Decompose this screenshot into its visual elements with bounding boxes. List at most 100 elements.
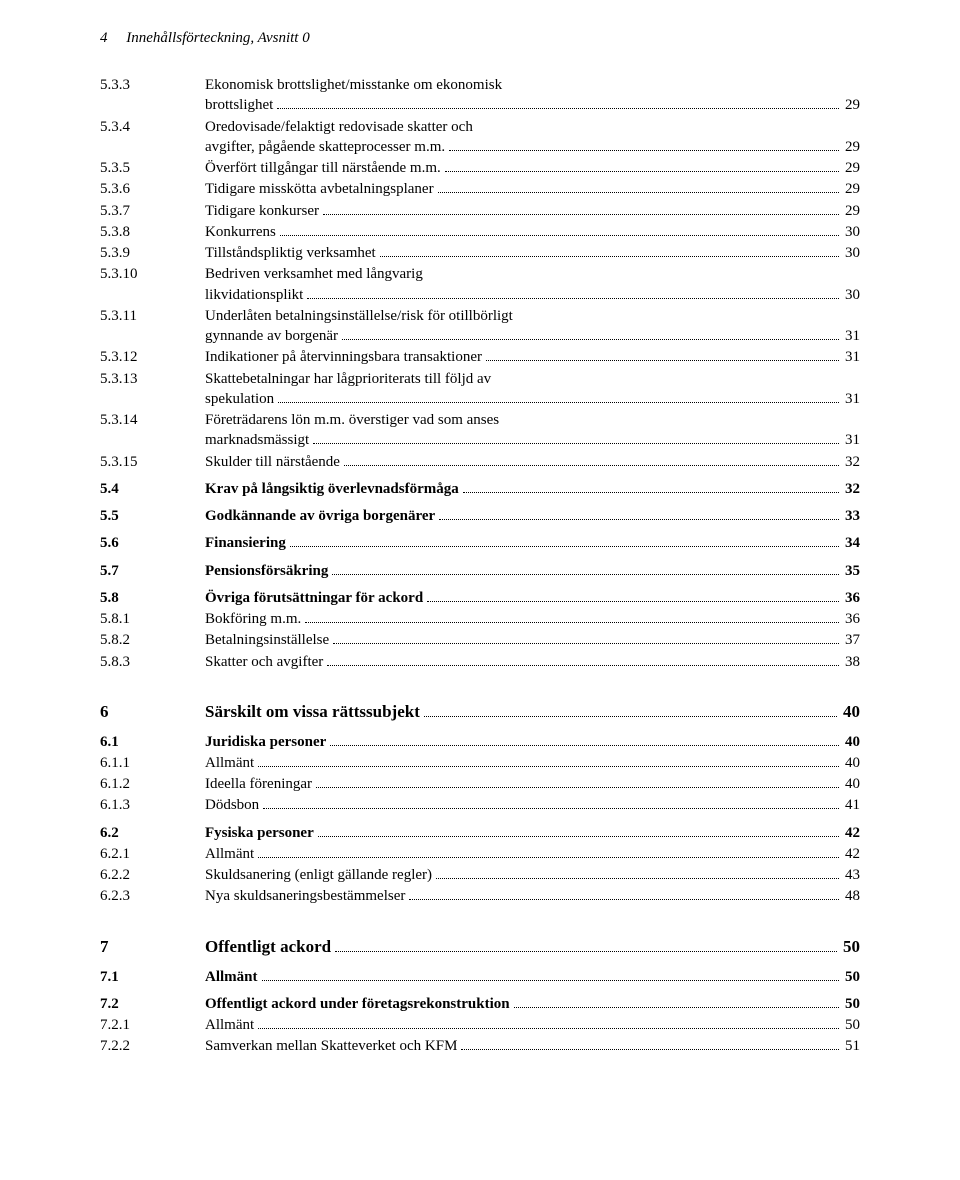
- toc-entry-number: 7.2: [100, 994, 205, 1014]
- toc-entry-page: 32: [843, 479, 860, 499]
- toc-leader-dots: [449, 140, 839, 151]
- toc-entry-page: 29: [843, 179, 860, 199]
- toc-gap: [100, 673, 860, 701]
- toc-entry-label: Indikationer på återvinningsbara transak…: [205, 347, 482, 367]
- toc-entry-label-line: Ekonomisk brottslighet/misstanke om ekon…: [205, 75, 860, 95]
- toc-entry-number: 5.3.10: [100, 264, 205, 284]
- toc-entry-label-wrap: Företrädarens lön m.m. överstiger vad so…: [205, 410, 860, 451]
- toc-entry: 7.2.1Allmänt50: [100, 1015, 860, 1035]
- toc-leader-dots: [263, 799, 839, 810]
- toc-entry-label-wrap: Nya skuldsaneringsbestämmelser48: [205, 886, 860, 906]
- toc-entry: 5.3.14Företrädarens lön m.m. överstiger …: [100, 410, 860, 451]
- toc-leader-dots: [514, 997, 839, 1008]
- toc-entry-page: 32: [843, 452, 860, 472]
- toc-entry-number: 5.3.6: [100, 179, 205, 199]
- toc-leader-dots: [463, 482, 839, 493]
- toc-entry: 5.3.15Skulder till närstående32: [100, 452, 860, 472]
- toc-entry-page: 40: [843, 774, 860, 794]
- toc-entry-page: 29: [843, 201, 860, 221]
- toc-entry: 5.3.3Ekonomisk brottslighet/misstanke om…: [100, 75, 860, 116]
- toc-entry-page: 30: [843, 222, 860, 242]
- toc-entry-label: Bokföring m.m.: [205, 609, 301, 629]
- toc-entry-number: 5.8: [100, 588, 205, 608]
- toc-entry-page: 29: [843, 95, 860, 115]
- toc-entry-number: 5.3.4: [100, 117, 205, 137]
- toc-entry-page: 38: [843, 652, 860, 672]
- toc-entry-label: Dödsbon: [205, 795, 259, 815]
- toc-entry-label-line: Underlåten betalningsinställelse/risk fö…: [205, 306, 860, 326]
- toc-entry-page: 40: [843, 753, 860, 773]
- toc-leader-dots: [344, 455, 839, 466]
- toc-entry-number: 6.1.3: [100, 795, 205, 815]
- toc-entry-label: Samverkan mellan Skatteverket och KFM: [205, 1036, 457, 1056]
- toc-entry: 6.1.1Allmänt40: [100, 753, 860, 773]
- toc-leader-dots: [332, 564, 839, 575]
- toc-entry-label: Finansiering: [205, 533, 286, 553]
- toc-entry-page: 31: [843, 347, 860, 367]
- toc-entry: 5.3.7Tidigare konkurser29: [100, 201, 860, 221]
- toc-entry-number: 5.3.13: [100, 369, 205, 389]
- toc-entry-label: likvidationsplikt: [205, 285, 303, 305]
- toc-entry-label-line: Skattebetalningar har lågprioriterats ti…: [205, 369, 860, 389]
- toc-leader-dots: [290, 537, 839, 548]
- toc-leader-dots: [439, 510, 839, 521]
- toc-entry: 7.2.2Samverkan mellan Skatteverket och K…: [100, 1036, 860, 1056]
- toc-entry-label-wrap: Skattebetalningar har lågprioriterats ti…: [205, 369, 860, 410]
- toc-leader-dots: [305, 613, 839, 624]
- toc-entry-number: 5.4: [100, 479, 205, 499]
- toc-entry-label-wrap: Övriga förutsättningar för ackord36: [205, 588, 860, 608]
- toc-leader-dots: [486, 351, 839, 362]
- toc-entry-lastline: avgifter, pågående skatteprocesser m.m.2…: [205, 137, 860, 157]
- toc-entry-label-wrap: Oredovisade/felaktigt redovisade skatter…: [205, 117, 860, 158]
- toc-entry-page: 50: [843, 967, 860, 987]
- toc-entry-page: 33: [843, 506, 860, 526]
- toc-entry-number: 5.5: [100, 506, 205, 526]
- toc-entry-label: avgifter, pågående skatteprocesser m.m.: [205, 137, 445, 157]
- toc-entry: 5.4Krav på långsiktig överlevnadsförmåga…: [100, 479, 860, 499]
- toc-entry-label-wrap: Ekonomisk brottslighet/misstanke om ekon…: [205, 75, 860, 116]
- toc-entry-label-wrap: Betalningsinställelse37: [205, 630, 860, 650]
- toc-entry-label-line: Oredovisade/felaktigt redovisade skatter…: [205, 117, 860, 137]
- toc-leader-dots: [313, 434, 839, 445]
- toc-entry-label: Offentligt ackord: [205, 936, 331, 959]
- toc-entry-page: 43: [843, 865, 860, 885]
- toc-entry-page: 48: [843, 886, 860, 906]
- toc-leader-dots: [280, 225, 839, 236]
- toc-leader-dots: [445, 162, 839, 173]
- toc-entry-number: 6: [100, 701, 205, 724]
- toc-entry-label-wrap: Krav på långsiktig överlevnadsförmåga32: [205, 479, 860, 499]
- header-text: Innehållsförteckning, Avsnitt 0: [126, 30, 309, 46]
- toc-entry-number: 5.6: [100, 533, 205, 553]
- toc-entry-number: 5.3.9: [100, 243, 205, 263]
- toc-entry-label: Konkurrens: [205, 222, 276, 242]
- toc-entry-label: Fysiska personer: [205, 823, 314, 843]
- toc-leader-dots: [307, 288, 839, 299]
- toc-entry-label: Offentligt ackord under företagsrekonstr…: [205, 994, 510, 1014]
- toc-entry: 7.1Allmänt50: [100, 967, 860, 987]
- toc-entry-page: 35: [843, 561, 860, 581]
- toc-entry: 5.3.11Underlåten betalningsinställelse/r…: [100, 306, 860, 347]
- toc-leader-dots: [262, 970, 840, 981]
- page-header: 4 Innehållsförteckning, Avsnitt 0: [100, 30, 860, 47]
- toc-entry-page: 34: [843, 533, 860, 553]
- toc-entry-number: 5.3.11: [100, 306, 205, 326]
- toc-entry-label-wrap: Allmänt50: [205, 1015, 860, 1035]
- toc-entry: 7.2Offentligt ackord under företagsrekon…: [100, 994, 860, 1014]
- toc-leader-dots: [427, 591, 839, 602]
- toc-entry-label-wrap: Juridiska personer40: [205, 732, 860, 752]
- toc-entry: 5.8.1Bokföring m.m.36: [100, 609, 860, 629]
- toc-entry: 5.3.10Bedriven verksamhet med långvarigl…: [100, 264, 860, 305]
- toc-entry-number: 5.8.1: [100, 609, 205, 629]
- toc-entry: 6.1Juridiska personer40: [100, 732, 860, 752]
- toc-entry-number: 5.3.5: [100, 158, 205, 178]
- toc-entry-page: 31: [843, 326, 860, 346]
- toc-entry-label-wrap: Konkurrens 30: [205, 222, 860, 242]
- toc-entry-label-wrap: Bedriven verksamhet med långvariglikvida…: [205, 264, 860, 305]
- toc-entry-lastline: gynnande av borgenär31: [205, 326, 860, 346]
- toc-entry-number: 6.2: [100, 823, 205, 843]
- toc-entry-label-wrap: Dödsbon41: [205, 795, 860, 815]
- toc-entry-page: 36: [843, 588, 860, 608]
- toc-entry: 5.3.8Konkurrens30: [100, 222, 860, 242]
- toc-entry-label-wrap: Tillståndspliktig verksamhet30: [205, 243, 860, 263]
- toc-entry-number: 6.1.2: [100, 774, 205, 794]
